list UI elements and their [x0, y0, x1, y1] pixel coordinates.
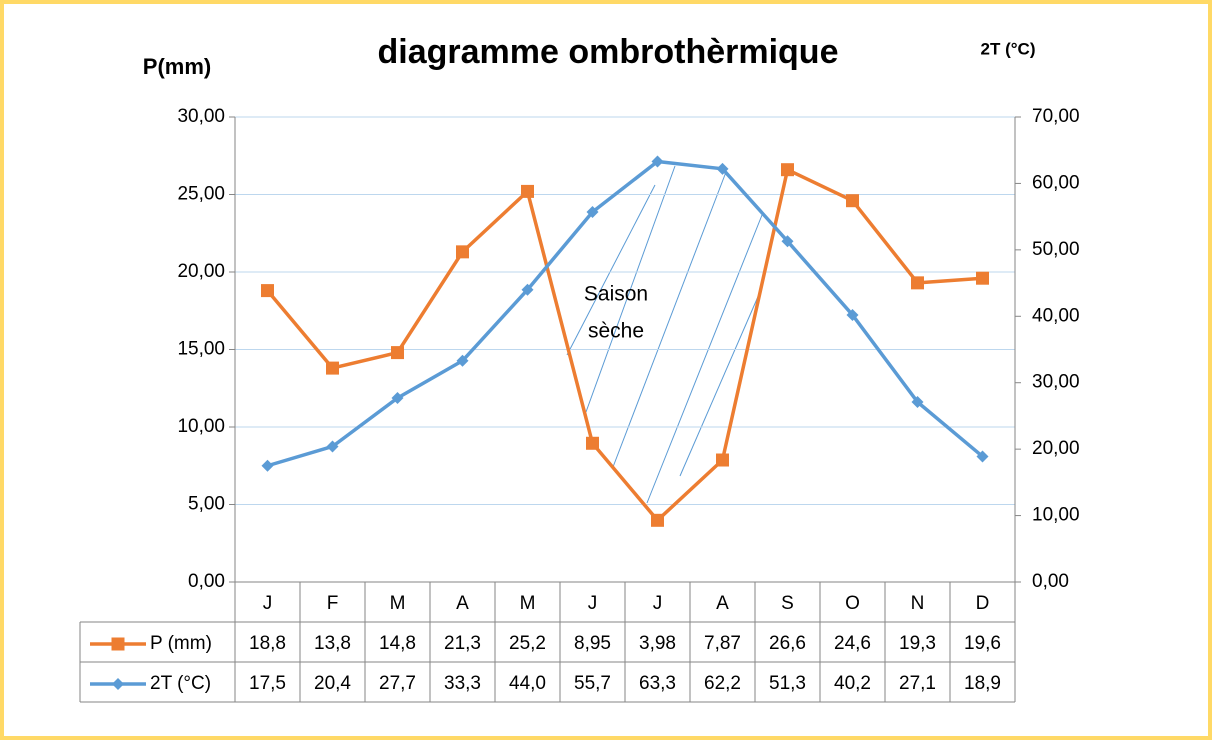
- table-value: 7,87: [704, 633, 741, 654]
- table-value: 24,6: [834, 633, 871, 654]
- x-tick-label: J: [263, 593, 273, 614]
- data-point: [326, 361, 339, 375]
- y2-tick-label: 30,00: [1032, 372, 1080, 393]
- table-value: 55,7: [574, 673, 611, 694]
- y2-tick-label: 10,00: [1032, 505, 1080, 526]
- data-point: [391, 391, 404, 404]
- x-tick-label: D: [976, 593, 990, 614]
- data-point: [586, 205, 599, 218]
- data-point: [521, 283, 534, 296]
- y2-tick-label: 40,00: [1032, 305, 1080, 326]
- table-value: 33,3: [444, 673, 481, 694]
- table-value: 27,1: [899, 673, 936, 694]
- series-line: [267, 159, 984, 468]
- chart-title: diagramme ombrothèrmique: [378, 33, 839, 71]
- data-point: [911, 395, 924, 408]
- annotation: Saison: [584, 283, 648, 306]
- data-point: [326, 440, 339, 453]
- table-value: 63,3: [639, 673, 676, 694]
- data-point: [911, 276, 924, 290]
- table-value: 62,2: [704, 673, 741, 694]
- table-value: 18,9: [964, 673, 1001, 694]
- data-point: [456, 245, 469, 259]
- data-point: [716, 162, 729, 175]
- data-point: [456, 354, 469, 367]
- x-tick-label: A: [456, 593, 469, 614]
- table-value: 27,7: [379, 673, 416, 694]
- table-value: 8,95: [574, 633, 611, 654]
- legend-marker: [112, 678, 124, 690]
- table-value: 19,6: [964, 633, 1001, 654]
- table-value: 40,2: [834, 673, 871, 694]
- y-tick-label: 10,00: [177, 416, 225, 437]
- data-point: [391, 346, 404, 360]
- y-tick-label: 30,00: [177, 106, 225, 127]
- y2-tick-label: 60,00: [1032, 172, 1080, 193]
- data-point: [846, 308, 859, 321]
- data-point: [261, 459, 274, 472]
- x-tick-label: M: [520, 593, 536, 614]
- data-point: [781, 235, 794, 248]
- y-tick-label: 15,00: [177, 339, 225, 360]
- data-point: [976, 450, 989, 463]
- y-axis-label: P(mm): [143, 54, 211, 79]
- y2-axis-label: 2T (°C): [981, 39, 1036, 58]
- x-tick-label: J: [588, 593, 598, 614]
- table-value: 26,6: [769, 633, 806, 654]
- series-line: [266, 167, 983, 523]
- y2-tick-label: 50,00: [1032, 239, 1080, 260]
- y-tick-label: 25,00: [177, 184, 225, 205]
- table-value: 21,3: [444, 633, 481, 654]
- x-tick-label: A: [716, 593, 729, 614]
- data-point: [781, 163, 794, 177]
- x-tick-label: J: [653, 593, 663, 614]
- dry-season-hatch: [566, 165, 763, 504]
- legend-label: P (mm): [150, 633, 212, 654]
- y-tick-label: 5,00: [188, 494, 225, 515]
- data-point: [651, 155, 664, 168]
- y2-tick-label: 20,00: [1032, 438, 1080, 459]
- table-value: 20,4: [314, 673, 351, 694]
- legend-label: 2T (°C): [150, 673, 211, 694]
- x-tick-label: S: [781, 593, 794, 614]
- data-point: [846, 194, 859, 208]
- y-tick-label: 0,00: [188, 571, 225, 592]
- legend-marker: [111, 637, 125, 651]
- table-value: 51,3: [769, 673, 806, 694]
- table-value: 18,8: [249, 633, 286, 654]
- y2-tick-label: 0,00: [1032, 571, 1069, 592]
- x-tick-label: O: [845, 593, 860, 614]
- data-point: [716, 453, 729, 467]
- data-point: [976, 271, 989, 285]
- table-value: 17,5: [249, 673, 286, 694]
- table-value: 44,0: [509, 673, 546, 694]
- table-value: 3,98: [639, 633, 676, 654]
- table-value: 19,3: [899, 633, 936, 654]
- data-point: [651, 513, 664, 527]
- data-point: [521, 184, 534, 198]
- x-tick-label: M: [390, 593, 406, 614]
- table-value: 14,8: [379, 633, 416, 654]
- y2-tick-label: 70,00: [1032, 106, 1080, 127]
- y-tick-label: 20,00: [177, 261, 225, 282]
- table-value: 25,2: [509, 633, 546, 654]
- data-point: [586, 436, 599, 450]
- x-tick-label: F: [327, 593, 339, 614]
- table-value: 13,8: [314, 633, 351, 654]
- annotation: sèche: [588, 320, 644, 343]
- x-tick-label: N: [911, 593, 925, 614]
- data-point: [261, 284, 274, 298]
